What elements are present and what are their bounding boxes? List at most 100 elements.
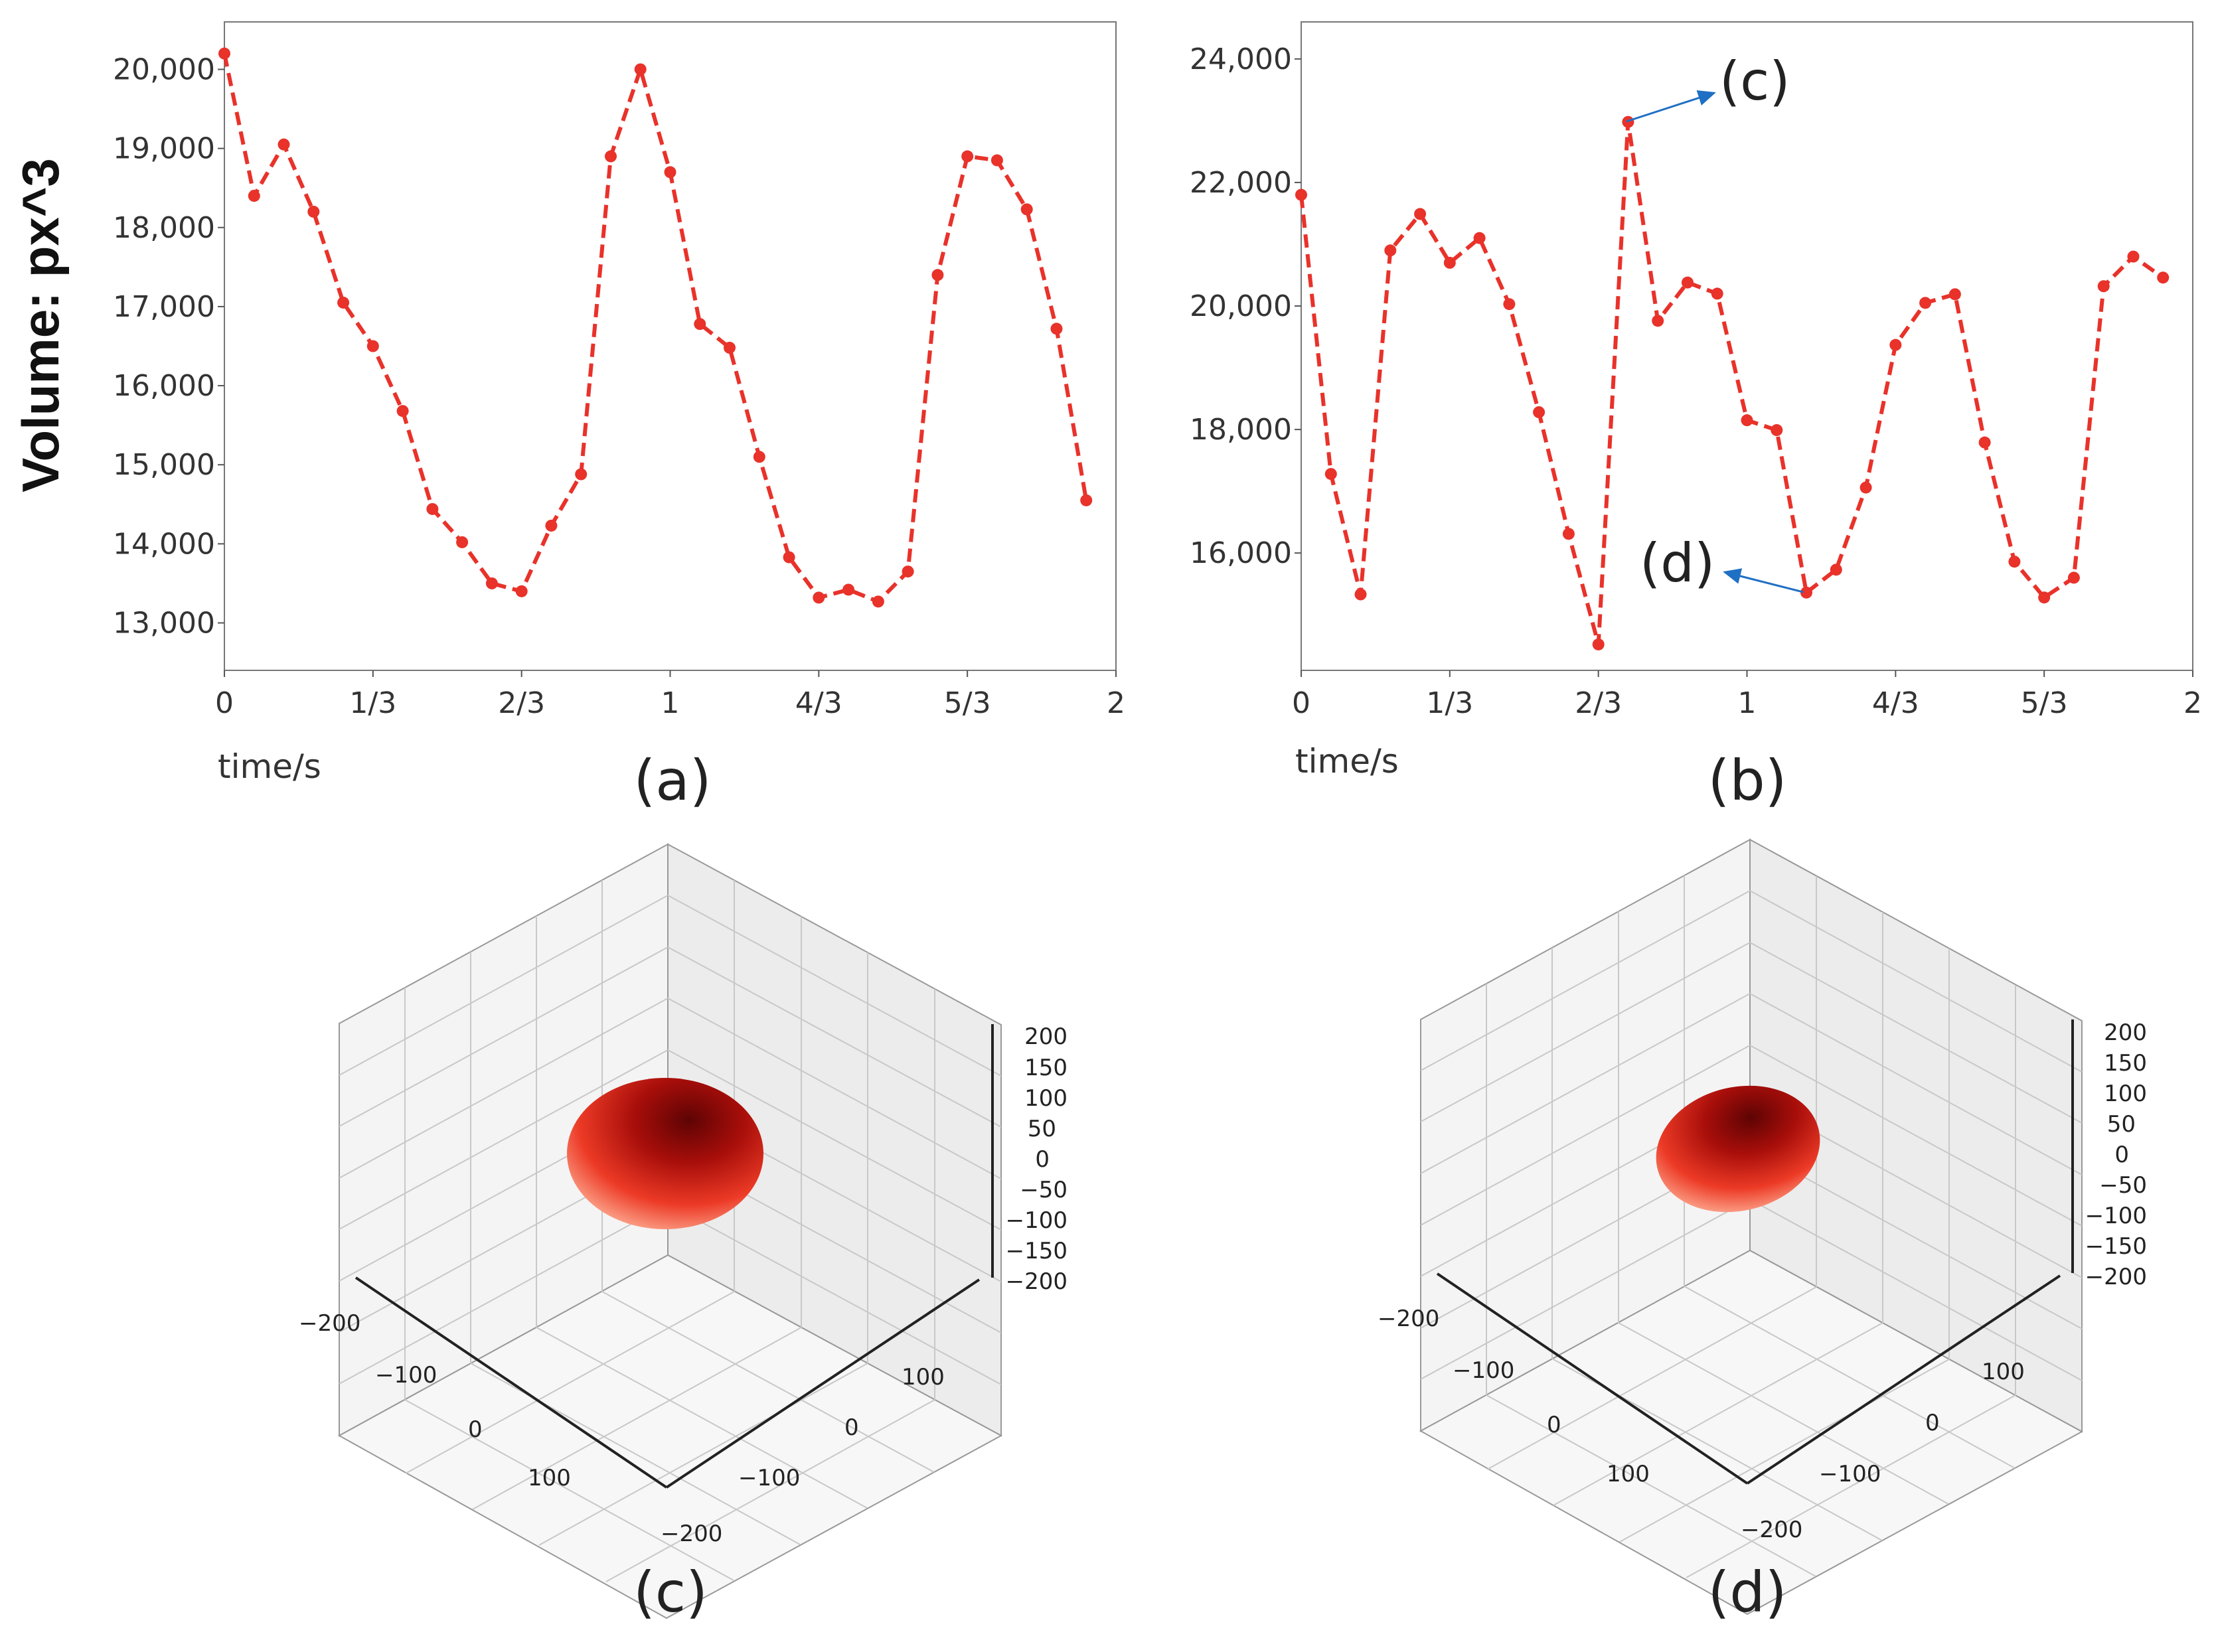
data-point [1384, 244, 1397, 257]
y-tick-label: 20,000 [113, 52, 215, 86]
svg-text:100: 100 [528, 1465, 571, 1491]
svg-text:200: 200 [1024, 1023, 1068, 1050]
svg-text:0: 0 [1547, 1412, 1561, 1438]
svg-text:100: 100 [902, 1364, 945, 1390]
x-tick-label: 2 [2183, 686, 2202, 720]
ellipsoid-surface-d [1656, 1085, 1820, 1213]
caption-c: (c) [633, 1560, 708, 1625]
data-point [1354, 588, 1367, 601]
x-tick-label: 1/3 [1426, 686, 1473, 720]
x-tick-label: 2/3 [498, 686, 545, 720]
svg-text:−100: −100 [738, 1465, 800, 1491]
data-point [2157, 271, 2170, 284]
svg-text:−150: −150 [1006, 1238, 1068, 1264]
data-point [1080, 494, 1093, 506]
y-ticks-a: 13,000 14,000 15,000 16,000 17,000 18,000 19,0… [113, 52, 224, 640]
svg-text:150: 150 [2104, 1050, 2147, 1077]
y-tick-label: 20,000 [1190, 289, 1292, 323]
data-point [1295, 188, 1307, 201]
data-point [813, 591, 825, 604]
svg-text:−50: −50 [1020, 1177, 1068, 1203]
3d-axes-box-d [1419, 838, 2084, 1615]
data-point [902, 565, 914, 578]
data-point [1711, 287, 1723, 300]
data-point [485, 577, 498, 589]
x-tick-label: 1/3 [349, 686, 396, 720]
y-tick-label: 18,000 [113, 211, 215, 245]
x-tick-label: 0 [215, 686, 234, 720]
svg-text:0: 0 [844, 1414, 859, 1441]
data-point [1860, 481, 1872, 494]
x-ticks-b: 0 1/3 2/3 1 4/3 5/3 2 [1292, 670, 2202, 720]
y-tick-label: 17,000 [113, 290, 215, 324]
svg-text:−200: −200 [1006, 1268, 1068, 1295]
svg-text:50: 50 [2107, 1111, 2136, 1138]
data-point [515, 585, 528, 597]
svg-text:−50: −50 [2099, 1172, 2147, 1199]
data-point [1562, 528, 1575, 540]
data-point [2127, 250, 2140, 263]
data-point [1681, 276, 1694, 289]
data-point [1533, 406, 1545, 419]
data-point [1503, 298, 1516, 311]
data-point [604, 150, 617, 163]
svg-text:0: 0 [2114, 1142, 2129, 1168]
y-tick-label: 22,000 [1190, 166, 1292, 200]
svg-text:−100: −100 [2085, 1203, 2147, 1229]
line-chart-b: 16,000 18,000 20,000 22,000 24,000 0 1/3 2/3 1 4… [1190, 21, 2202, 813]
data-point [2097, 280, 2110, 293]
plot-frame-a [224, 21, 1117, 671]
x-tick-label: 2/3 [1575, 686, 1622, 720]
series-line-a [222, 53, 1089, 604]
data-point [753, 451, 765, 463]
y-tick-label: 14,000 [113, 527, 215, 561]
svg-text:0: 0 [1035, 1146, 1050, 1173]
data-point [575, 468, 588, 481]
plot-frame-b [1301, 21, 2193, 671]
x-ticks-a: 0 1/3 2/3 1 4/3 5/3 2 [215, 670, 1125, 720]
annotation-label-d: (d) [1640, 532, 1715, 594]
x-tick-label: 0 [1292, 686, 1310, 720]
data-point [426, 502, 439, 515]
data-point [1978, 436, 1991, 449]
data-point [277, 138, 290, 151]
y-tick-label: 16,000 [113, 369, 215, 403]
data-point [1050, 323, 1063, 335]
svg-text:150: 150 [1024, 1055, 1068, 1081]
svg-text:−100: −100 [375, 1362, 437, 1389]
x-tick-label: 4/3 [1872, 686, 1919, 720]
data-point [1443, 256, 1456, 269]
x-axis-label-a: time/s [218, 747, 321, 786]
data-point [396, 405, 409, 417]
svg-text:−200: −200 [2085, 1264, 2147, 1290]
svg-text:100: 100 [1607, 1461, 1650, 1487]
x-axis-label-b: time/s [1295, 742, 1399, 781]
svg-text:−150: −150 [2085, 1233, 2147, 1260]
data-point [664, 166, 676, 179]
data-point [724, 341, 736, 354]
series-line-b [1299, 121, 2164, 645]
svg-text:−100: −100 [1006, 1207, 1068, 1234]
caption-d: (d) [1708, 1560, 1787, 1625]
svg-text:−200: −200 [661, 1521, 722, 1547]
3d-axes-box-c [337, 843, 1003, 1619]
svg-text:100: 100 [2104, 1081, 2147, 1107]
y-tick-label: 24,000 [1190, 42, 1292, 76]
x-tick-label: 1 [1738, 686, 1757, 720]
data-point [1741, 414, 1753, 427]
data-point [1919, 297, 1932, 309]
y-tick-label: 18,000 [1190, 413, 1292, 447]
data-point [842, 583, 855, 596]
data-point [990, 154, 1003, 167]
data-point [1020, 203, 1033, 216]
data-point [2008, 556, 2021, 568]
data-point [1948, 288, 1961, 301]
x-tick-label: 2 [1107, 686, 1125, 720]
svg-text:−200: −200 [1378, 1306, 1439, 1332]
3d-axis-lines-d [1436, 1019, 2074, 1485]
data-point [337, 296, 350, 309]
data-point [694, 318, 706, 331]
data-point [634, 63, 647, 76]
series-points-a [218, 47, 1093, 608]
